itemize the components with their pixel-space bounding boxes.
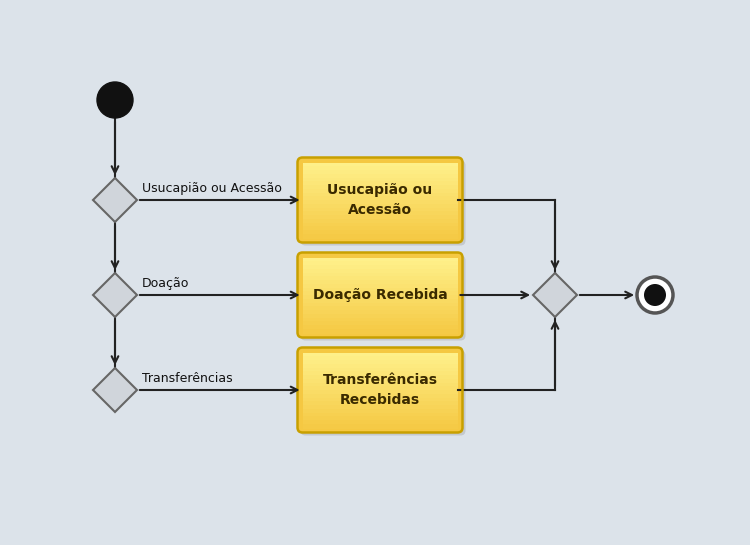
FancyBboxPatch shape [302,230,458,235]
Circle shape [97,82,133,118]
FancyBboxPatch shape [302,383,458,387]
Text: Transferências: Transferências [142,372,232,385]
Circle shape [637,277,673,313]
FancyBboxPatch shape [302,284,458,288]
FancyBboxPatch shape [298,348,463,433]
FancyBboxPatch shape [302,302,458,307]
FancyBboxPatch shape [302,196,458,201]
FancyBboxPatch shape [302,367,458,372]
FancyBboxPatch shape [302,379,458,384]
Polygon shape [93,368,137,412]
FancyBboxPatch shape [302,166,458,171]
FancyBboxPatch shape [302,265,458,270]
Text: Transferências
Recebidas: Transferências Recebidas [322,373,437,407]
FancyBboxPatch shape [302,420,458,425]
FancyBboxPatch shape [302,329,458,334]
FancyBboxPatch shape [302,413,458,417]
FancyBboxPatch shape [302,257,458,262]
FancyBboxPatch shape [298,158,463,243]
FancyBboxPatch shape [302,226,458,231]
FancyBboxPatch shape [298,252,463,337]
FancyBboxPatch shape [302,162,458,167]
Text: Doação Recebida: Doação Recebida [313,288,447,302]
FancyBboxPatch shape [302,288,458,292]
FancyBboxPatch shape [302,189,458,193]
FancyBboxPatch shape [302,215,458,220]
FancyBboxPatch shape [302,405,458,410]
Polygon shape [533,273,577,317]
FancyBboxPatch shape [302,269,458,274]
FancyBboxPatch shape [302,424,458,428]
FancyBboxPatch shape [302,222,458,227]
FancyBboxPatch shape [302,393,458,398]
Circle shape [644,284,666,306]
FancyBboxPatch shape [301,160,466,245]
FancyBboxPatch shape [302,360,458,365]
FancyBboxPatch shape [301,256,466,341]
FancyBboxPatch shape [302,204,458,209]
FancyBboxPatch shape [302,409,458,414]
FancyBboxPatch shape [302,280,458,284]
FancyBboxPatch shape [302,200,458,205]
FancyBboxPatch shape [302,295,458,300]
FancyBboxPatch shape [302,386,458,391]
FancyBboxPatch shape [302,170,458,175]
FancyBboxPatch shape [302,299,458,304]
Text: Usucapião ou
Acessão: Usucapião ou Acessão [328,183,433,217]
FancyBboxPatch shape [302,174,458,179]
FancyBboxPatch shape [302,318,458,322]
FancyBboxPatch shape [302,208,458,212]
FancyBboxPatch shape [302,291,458,296]
Polygon shape [93,178,137,222]
FancyBboxPatch shape [302,272,458,277]
FancyBboxPatch shape [302,306,458,311]
FancyBboxPatch shape [302,390,458,395]
FancyBboxPatch shape [302,356,458,361]
FancyBboxPatch shape [302,364,458,368]
FancyBboxPatch shape [302,371,458,376]
FancyBboxPatch shape [302,397,458,402]
FancyBboxPatch shape [302,321,458,326]
FancyBboxPatch shape [302,401,458,406]
FancyBboxPatch shape [302,211,458,216]
FancyBboxPatch shape [302,181,458,186]
Text: Doação: Doação [142,277,189,290]
Polygon shape [93,273,137,317]
FancyBboxPatch shape [302,310,458,315]
FancyBboxPatch shape [302,375,458,380]
FancyBboxPatch shape [302,325,458,330]
FancyBboxPatch shape [302,234,458,239]
FancyBboxPatch shape [301,350,466,435]
FancyBboxPatch shape [302,219,458,223]
FancyBboxPatch shape [302,314,458,318]
FancyBboxPatch shape [302,276,458,281]
FancyBboxPatch shape [302,192,458,197]
FancyBboxPatch shape [302,416,458,421]
FancyBboxPatch shape [302,353,458,358]
FancyBboxPatch shape [302,185,458,190]
FancyBboxPatch shape [302,178,458,182]
FancyBboxPatch shape [302,261,458,266]
Text: Usucapião ou Acessão: Usucapião ou Acessão [142,182,282,195]
